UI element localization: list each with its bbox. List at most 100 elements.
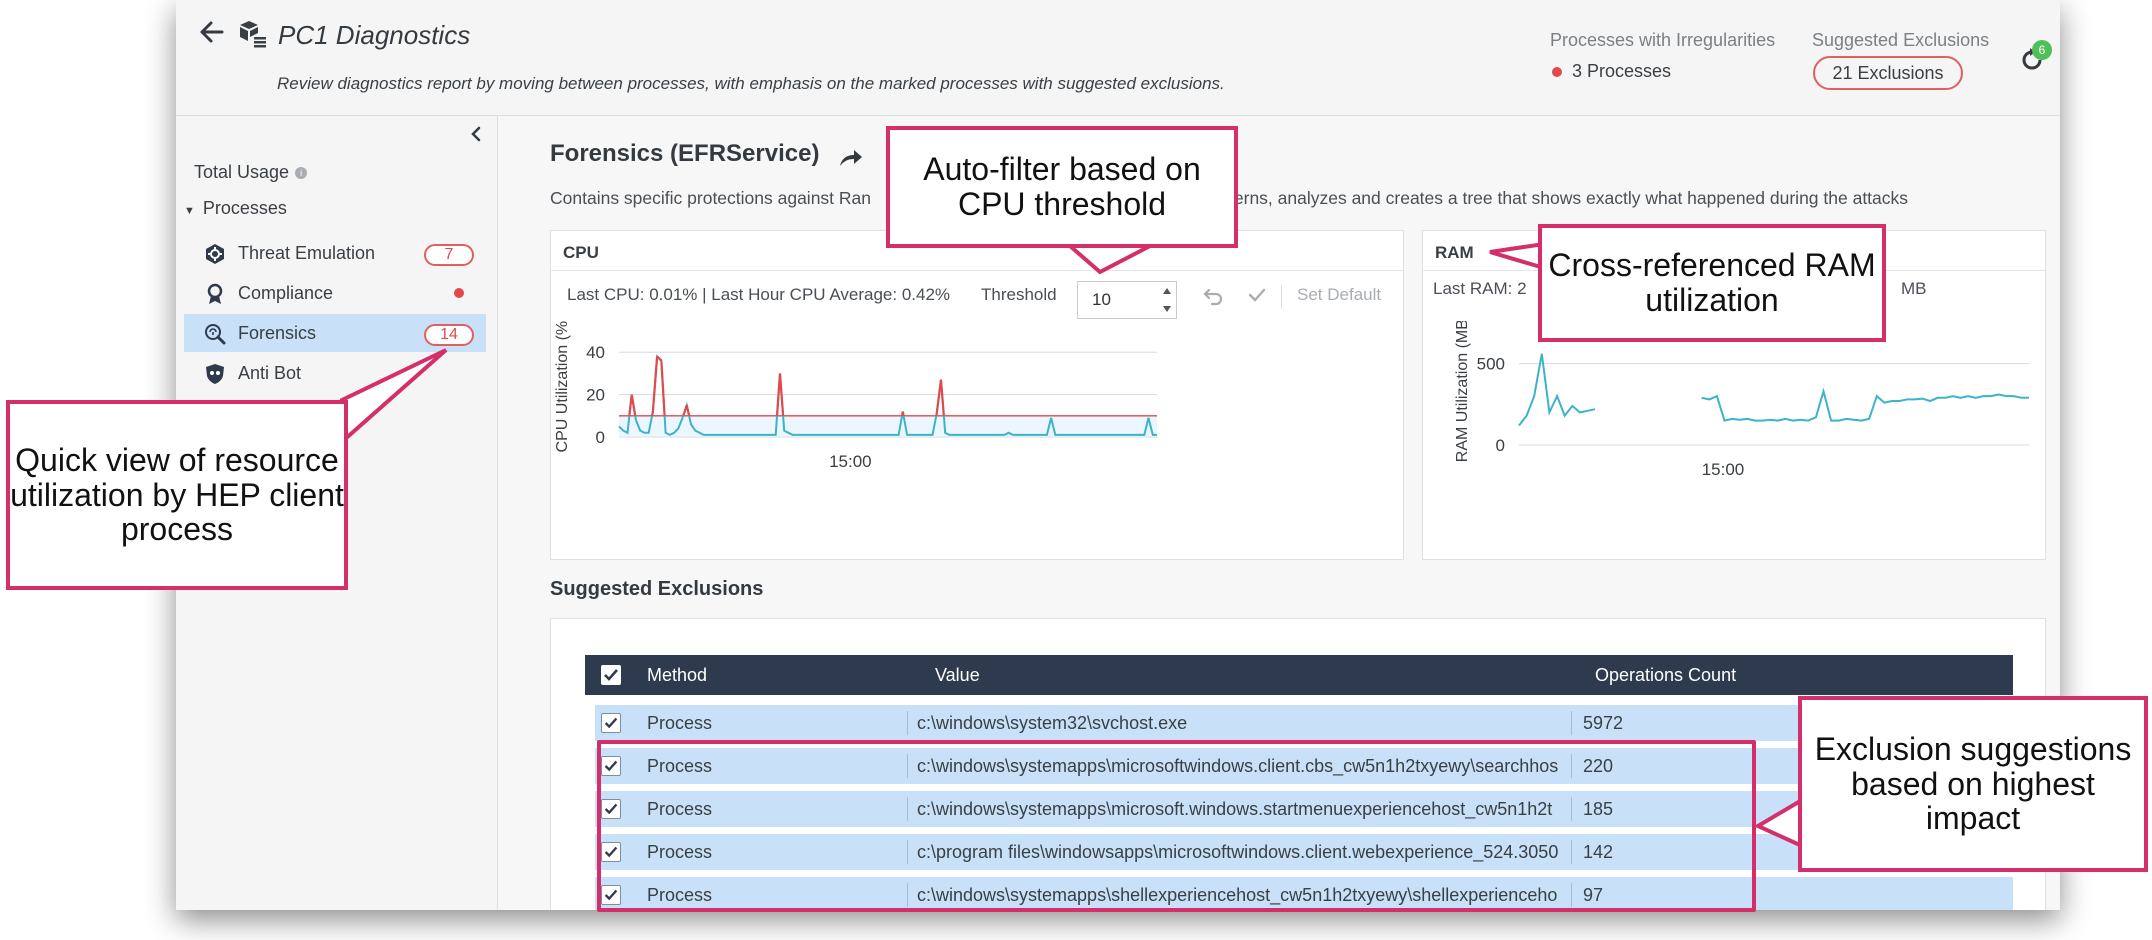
cpu-stats: Last CPU: 0.01% | Last Hour CPU Average:… [567, 285, 951, 304]
chevron-left-icon[interactable] [464, 122, 488, 146]
ram-stats-suffix: MB [1901, 279, 1927, 298]
row-checkbox[interactable] [601, 842, 621, 862]
undo-icon[interactable] [1201, 283, 1225, 307]
check-icon [604, 889, 618, 901]
row-checkbox[interactable] [601, 756, 621, 776]
column-operations-count[interactable]: Operations Count [1595, 665, 1737, 685]
threshold-band [619, 415, 1157, 437]
cpu-panel-header: CPU [551, 231, 1403, 271]
column-method[interactable]: Method [647, 665, 708, 685]
package-list-icon [240, 21, 266, 48]
callout-cross-ref: Cross-referenced RAM utilization [1538, 224, 1886, 342]
forensics-badge: 14 [424, 324, 474, 346]
row-checkbox[interactable] [601, 885, 621, 905]
table-header: Method Value Operations Count [585, 655, 2013, 695]
cell-separator [907, 797, 908, 821]
page-title: PC1 Diagnostics [278, 20, 471, 50]
spin-down-icon[interactable] [1159, 301, 1175, 317]
header: PC1 Diagnostics Review diagnostics repor… [176, 0, 2060, 116]
ram-stats-prefix: Last RAM: 2 [1433, 279, 1527, 298]
check-icon [604, 669, 618, 681]
processes-group[interactable]: ▼ Processes [184, 198, 287, 219]
red-dot-icon [1552, 67, 1562, 78]
refresh-count-badge: 6 [2032, 40, 2052, 60]
irregularities-label: Processes with Irregularities [1550, 30, 1776, 50]
set-default-button[interactable]: Set Default [1297, 285, 1382, 304]
y-tick-label: 0 [596, 428, 605, 447]
cell-value: c:\windows\system32\svchost.exe [917, 713, 1188, 733]
cell-method: Process [647, 756, 713, 776]
cell-value: c:\program files\windowsapps\microsoftwi… [917, 842, 1559, 862]
share-icon[interactable] [836, 144, 864, 172]
y-tick-label: 0 [1496, 436, 1505, 455]
cell-separator [1571, 840, 1572, 864]
cell-operations-count: 97 [1583, 885, 1604, 905]
cell-value: c:\windows\systemapps\microsoft.windows.… [917, 799, 1553, 819]
callout-auto-filter: Auto-filter based on CPU threshold [886, 126, 1238, 248]
cell-operations-count: 5972 [1583, 713, 1624, 733]
series-line [1518, 353, 2029, 427]
select-all-checkbox[interactable] [601, 665, 621, 685]
y-tick-label: 20 [586, 386, 605, 405]
cell-value: c:\windows\systemapps\microsoftwindows.c… [917, 756, 1559, 776]
back-arrow-icon[interactable] [194, 14, 230, 50]
table-row[interactable]: Process c:\windows\systemapps\microsoftwi… [595, 748, 2013, 784]
sidebar-item-label: Compliance [238, 283, 334, 303]
table-row[interactable]: Process c:\windows\system32\svchost.exe 59… [595, 705, 2013, 741]
callout-quick-view: Quick view of resource utilization by HE… [6, 400, 348, 590]
total-usage-item[interactable]: Total Usage i [194, 162, 308, 183]
processes-label: Processes [202, 198, 287, 218]
exceed-segment [650, 411, 654, 417]
cell-operations-count: 185 [1583, 799, 1614, 819]
ram-chart: RAM Utilization (MB) 0 500 15:00 [1454, 321, 2029, 479]
cpu-panel-title: CPU [563, 243, 599, 262]
red-dot-icon [454, 288, 464, 298]
cell-method: Process [647, 885, 713, 905]
cell-method: Process [647, 842, 713, 862]
callout-exclusion: Exclusion suggestions based on highest i… [1798, 696, 2148, 872]
row-checkbox[interactable] [601, 713, 621, 733]
exceed-segment [630, 394, 637, 416]
cell-operations-count: 142 [1583, 842, 1614, 862]
x-tick-label: 15:00 [829, 452, 872, 471]
shield-bot-icon [206, 364, 224, 384]
page-subtitle: Review diagnostics report by moving betw… [277, 74, 1225, 93]
y-tick-label: 40 [586, 343, 605, 362]
threshold-input[interactable] [1077, 281, 1177, 319]
hexagon-gear-icon [206, 244, 224, 264]
exclusion-rows-highlight [597, 740, 1756, 912]
ram-panel-title: RAM [1435, 243, 1474, 262]
row-checkbox[interactable] [601, 799, 621, 819]
cell-separator [907, 840, 908, 864]
cell-separator [1571, 754, 1572, 778]
cell-operations-count: 220 [1583, 756, 1614, 776]
cell-separator [907, 754, 908, 778]
irregularities-value[interactable]: 3 Processes [1552, 61, 1671, 82]
check-icon [604, 846, 618, 858]
check-icon [604, 760, 618, 772]
description-tail: terns, analyzes and creates a tree that … [1229, 188, 1909, 208]
cell-separator [907, 883, 908, 907]
sidebar-item-label: Anti Bot [238, 363, 302, 383]
checkmark-icon[interactable] [1245, 283, 1269, 307]
cell-separator [1571, 711, 1572, 735]
exceed-segment [685, 404, 691, 417]
exceed-segment [651, 356, 659, 412]
exceed-segment [939, 379, 945, 416]
cell-value: c:\windows\systemapps\shellexperiencehos… [917, 885, 1558, 905]
column-value[interactable]: Value [935, 665, 980, 685]
sidebar-item-compliance[interactable]: Compliance [184, 274, 486, 312]
table-row[interactable]: Process c:\windows\systemapps\shellexperi… [595, 877, 2013, 910]
section-title: Forensics (EFRService) [550, 140, 820, 167]
exceed-segment [660, 360, 666, 416]
exclusions-badge[interactable]: 21 Exclusions [1813, 56, 1963, 90]
x-tick-label: 15:00 [1702, 460, 1745, 479]
sidebar-item-forensics[interactable]: Forensics 14 [184, 314, 486, 352]
description-head: Contains specific protections against Ra… [550, 188, 872, 208]
sidebar-item-threat-emulation[interactable]: Threat Emulation 7 [184, 234, 486, 272]
cell-method: Process [647, 713, 713, 733]
spin-up-icon[interactable] [1159, 283, 1175, 299]
series-line [618, 354, 1157, 437]
sidebar-item-anti-bot[interactable]: Anti Bot [184, 354, 486, 392]
total-usage-label: Total Usage [194, 162, 290, 182]
